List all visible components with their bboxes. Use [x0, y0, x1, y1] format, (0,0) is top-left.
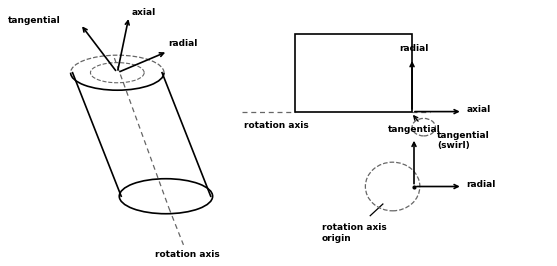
Text: radial: radial [399, 44, 429, 53]
Text: rotation axis: rotation axis [155, 250, 219, 259]
Text: rotation axis
origin: rotation axis origin [321, 223, 387, 243]
Text: tangential
(swirl): tangential (swirl) [437, 131, 490, 151]
Text: axial: axial [132, 8, 156, 17]
Bar [295, 34, 412, 112]
Text: tangential: tangential [388, 125, 441, 134]
Text: radial: radial [168, 39, 197, 48]
Text: rotation axis: rotation axis [244, 121, 309, 130]
Text: tangential: tangential [8, 16, 61, 25]
Text: radial: radial [467, 180, 496, 189]
Text: axial: axial [467, 105, 491, 114]
